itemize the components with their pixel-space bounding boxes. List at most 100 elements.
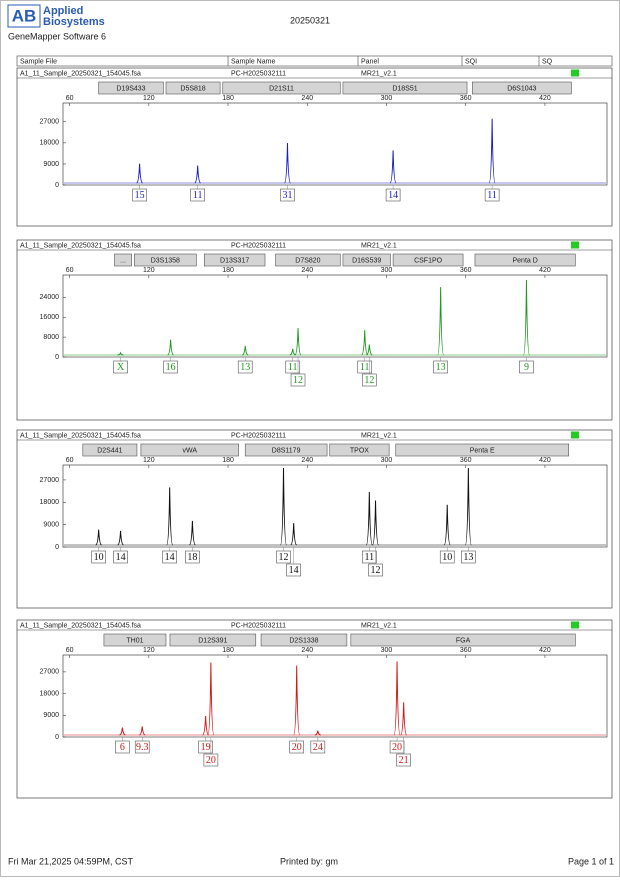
x-tick-label: 300 <box>381 267 393 274</box>
panel-frame <box>16 619 613 799</box>
allele-box <box>280 188 295 202</box>
allele-box <box>289 740 305 754</box>
x-tick-label: 180 <box>222 267 234 274</box>
peak <box>372 500 380 546</box>
allele-label: 14 <box>289 565 299 576</box>
peak <box>166 487 174 546</box>
sample-name: PC-H2025032111 <box>231 432 286 439</box>
plot-area <box>62 274 608 358</box>
x-tick-label: 120 <box>143 267 155 274</box>
peak <box>400 702 408 736</box>
allele-label: 12 <box>371 565 381 576</box>
allele-box <box>389 740 405 754</box>
allele-label: 20 <box>292 742 302 753</box>
panel-frame <box>16 429 613 609</box>
y-tick-label: 0 <box>55 182 59 189</box>
allele-box <box>185 550 200 564</box>
y-tick-label: 18000 <box>40 690 60 697</box>
peak <box>189 520 196 546</box>
allele-label: 21 <box>399 755 409 766</box>
allele-label: 11 <box>360 362 370 373</box>
peak <box>119 727 126 736</box>
peak <box>242 345 249 356</box>
x-tick-label: 420 <box>539 647 551 654</box>
x-tick-label: 300 <box>381 95 393 102</box>
panel-name: MR21_v2.1 <box>361 622 397 629</box>
peak <box>294 328 302 356</box>
allele-box <box>162 550 177 564</box>
allele-box <box>134 740 150 754</box>
x-tick-label: 300 <box>381 647 393 654</box>
marker-name: D16S539 <box>352 257 381 264</box>
y-tick-label: 9000 <box>43 712 59 719</box>
brand: Applied <box>43 5 83 17</box>
footer-printed-by: Printed by: gm <box>280 856 338 866</box>
x-tick-label: 240 <box>301 647 313 654</box>
peak <box>437 287 445 356</box>
allele-label: 6 <box>120 742 125 753</box>
allele-label: 20 <box>206 755 216 766</box>
sample-name: PC-H2025032111 <box>231 242 286 249</box>
marker-name: D18S51 <box>392 85 417 92</box>
allele-box <box>385 188 401 202</box>
plot-area <box>62 102 608 186</box>
allele-label: 10 <box>442 552 452 563</box>
peak <box>117 530 124 546</box>
column-header: Sample File <box>20 58 57 65</box>
panel-frame <box>16 239 613 421</box>
allele-box <box>433 360 448 374</box>
marker-name: D13S317 <box>220 257 249 264</box>
footer-timestamp: Fri Mar 21,2025 04:59PM, CST <box>8 856 134 866</box>
x-tick-label: 360 <box>460 647 472 654</box>
peak <box>290 523 297 546</box>
allele-label: 13 <box>436 362 446 373</box>
allele-label: 14 <box>165 552 175 563</box>
peak <box>117 351 124 356</box>
peak <box>139 726 146 736</box>
allele-box <box>203 753 219 767</box>
allele-label: 14 <box>388 190 398 201</box>
allele-label: 20 <box>392 742 402 753</box>
allele-label: 9.3 <box>136 742 149 753</box>
y-tick-label: 8000 <box>43 334 59 341</box>
marker-name: D19S433 <box>116 85 145 92</box>
peak <box>464 467 472 546</box>
allele-box <box>285 360 301 374</box>
software-name: GeneMapper Software 6 <box>8 31 106 41</box>
marker-box <box>103 633 167 647</box>
x-tick-label: 420 <box>539 95 551 102</box>
y-tick-label: 18000 <box>40 499 60 506</box>
allele-label: 12 <box>293 375 303 386</box>
allele-label: 11 <box>365 552 375 563</box>
marker-box <box>350 633 576 647</box>
sq-indicator <box>571 69 579 77</box>
peak <box>393 661 401 736</box>
peak <box>289 348 296 356</box>
y-tick-label: 24000 <box>40 294 60 301</box>
allele-label: 11 <box>193 190 203 201</box>
peak <box>522 279 530 356</box>
marker-name: ... <box>120 257 126 264</box>
plot-area <box>62 654 608 738</box>
y-tick-label: 0 <box>55 734 59 741</box>
marker-name: Penta E <box>470 447 495 454</box>
marker-box <box>140 443 239 457</box>
sample-file: A1_11_Sample_20250321_154045.fsa <box>20 70 141 77</box>
y-tick-label: 27000 <box>40 477 60 484</box>
marker-box <box>395 443 570 457</box>
allele-box <box>461 550 476 564</box>
allele-box <box>132 188 147 202</box>
marker-name: D7S820 <box>295 257 320 264</box>
marker-name: TH01 <box>126 637 143 644</box>
marker-box <box>169 633 257 647</box>
peak <box>207 662 215 736</box>
peak <box>194 165 201 184</box>
marker-box <box>329 443 390 457</box>
allele-box <box>362 373 377 387</box>
allele-box <box>190 188 205 202</box>
sq-indicator <box>571 621 579 629</box>
x-tick-label: 120 <box>143 457 155 464</box>
